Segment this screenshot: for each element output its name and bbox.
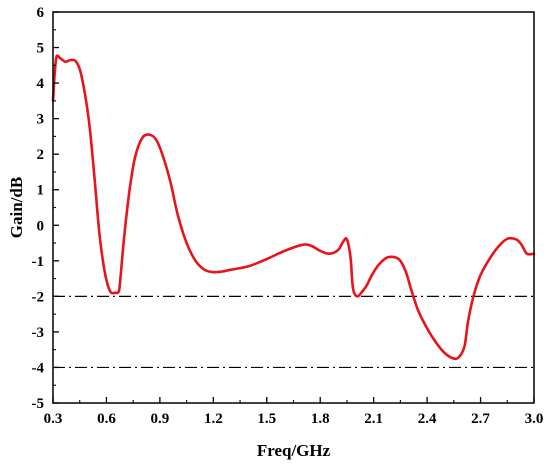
y-tick-label: 3 bbox=[37, 112, 45, 128]
x-axis: 0.3 0.6 0.9 1.2 1.5 1.8 2.1 2.4 2.7 3.0 bbox=[44, 397, 544, 427]
y-tick-label: 0 bbox=[37, 218, 45, 234]
y-tick-label: 6 bbox=[37, 5, 45, 21]
y-tick-label: 2 bbox=[37, 147, 45, 163]
gain-series-line bbox=[51, 54, 536, 361]
x-tick-label: 1.5 bbox=[257, 411, 276, 427]
y-tick-label: 1 bbox=[37, 183, 45, 199]
y-tick-label: 4 bbox=[37, 76, 45, 92]
x-tick-label: 1.8 bbox=[311, 411, 330, 427]
plot-frame bbox=[52, 11, 535, 404]
y-tick-label: -5 bbox=[32, 396, 45, 412]
y-tick-label: -1 bbox=[32, 254, 45, 270]
x-tick-label: 2.7 bbox=[471, 411, 490, 427]
y-tick-label: -4 bbox=[32, 360, 45, 376]
y-axis-title: Gain/dB bbox=[7, 177, 26, 238]
y-tick-label: -3 bbox=[32, 325, 45, 341]
x-axis-title: Freq/GHz bbox=[257, 441, 331, 460]
series-layer bbox=[51, 54, 536, 361]
x-tick-label: 2.4 bbox=[418, 411, 437, 427]
reference-lines bbox=[53, 295, 534, 369]
x-tick-label: 0.9 bbox=[151, 411, 170, 427]
x-tick-label: 3.0 bbox=[525, 411, 544, 427]
y-axis: -5 -4 -3 -2 -1 0 1 2 3 4 5 6 bbox=[32, 5, 59, 412]
x-tick-label: 0.3 bbox=[44, 411, 63, 427]
y-tick-label: 5 bbox=[37, 41, 45, 57]
y-tick-label: -2 bbox=[32, 289, 45, 305]
x-tick-label: 2.1 bbox=[364, 411, 383, 427]
x-tick-label: 0.6 bbox=[97, 411, 116, 427]
x-tick-label: 1.2 bbox=[204, 411, 223, 427]
